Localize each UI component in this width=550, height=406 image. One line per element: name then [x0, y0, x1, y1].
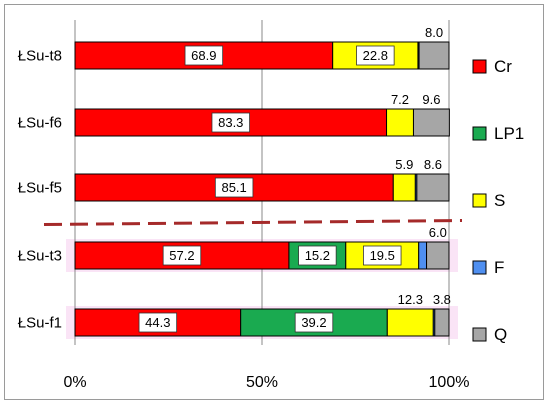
category-label-su-f1: ŁSu-f1: [18, 315, 62, 332]
data-label-su-f6-cr-box: [211, 112, 250, 133]
legend-swatch-s: [472, 193, 487, 208]
bar-su-f5-q: [416, 173, 450, 202]
legend-swatch-f: [472, 260, 487, 275]
category-label-su-f5: ŁSu-f5: [18, 180, 62, 197]
data-label-su-f5-q: 8.6: [424, 157, 442, 172]
data-label-su-f5-s: 5.9: [395, 157, 413, 172]
group-separator-line: [43, 219, 463, 226]
bar-su-f1-s: [386, 308, 434, 337]
category-label-su-t8: ŁSu-t8: [18, 48, 62, 65]
data-label-su-f5-cr-box: [214, 177, 254, 198]
data-label-su-t3-lp1-box: [298, 245, 337, 266]
legend-swatch-cr: [472, 59, 487, 74]
category-label-su-t3: ŁSu-t3: [18, 248, 62, 265]
bar-su-t3-q: [426, 241, 450, 270]
data-labels: 68.9 22.8 8.0 83.3 7.2 9.6 85.1 5.9 8.6 57.2 15.2 1…: [138, 25, 451, 333]
bar-su-t8-q: [418, 41, 450, 70]
x-tick-label-100: 100%: [429, 374, 470, 391]
bar-su-t3-f: [418, 241, 428, 270]
data-label-su-t8-q: 8.0: [425, 25, 443, 40]
data-label-su-t8-cr-box: [184, 45, 224, 66]
data-label-su-f1-lp1-box: [294, 312, 334, 333]
legend-label-q: Q: [494, 325, 507, 344]
data-label-su-f1-lp1: 39.2: [301, 315, 326, 330]
data-label-su-t8-s-box: [356, 45, 395, 66]
data-label-su-t8-cr: 68.9: [191, 48, 216, 63]
data-label-su-t3-cr: 57.2: [169, 248, 194, 263]
data-label-su-f6-q: 9.6: [422, 92, 440, 107]
data-label-su-t3-s: 19.5: [370, 248, 395, 263]
bar-su-f6-q: [412, 108, 450, 137]
data-label-su-t3-cr-box: [162, 245, 202, 266]
data-label-su-t3-lp1: 15.2: [305, 248, 330, 263]
category-label-su-f6: ŁSu-f6: [18, 115, 62, 132]
legend-swatch-lp1: [472, 126, 487, 141]
data-label-su-f1-q: 3.8: [433, 292, 451, 307]
legend: Cr LP1 S F Q: [472, 57, 524, 344]
legend-label-cr: Cr: [494, 57, 512, 76]
data-label-su-f1-cr: 44.3: [145, 315, 170, 330]
x-tick-labels: 0% 50% 100%: [63, 374, 469, 391]
bar-su-f6-s: [386, 108, 414, 137]
separator: [43, 219, 463, 226]
legend-label-s: S: [494, 191, 505, 210]
data-label-su-f5-cr: 85.1: [221, 180, 246, 195]
x-tick-label-50: 50%: [246, 374, 278, 391]
legend-label-f: F: [494, 258, 504, 277]
data-label-su-t8-s: 22.8: [363, 48, 388, 63]
data-label-su-f6-cr: 83.3: [218, 115, 243, 130]
data-label-su-t3-s-box: [363, 245, 402, 266]
data-label-su-t3-q: 6.0: [429, 225, 447, 240]
category-labels: ŁSu-t8 ŁSu-f6 ŁSu-f5 ŁSu-t3 ŁSu-f1: [18, 48, 62, 332]
bar-su-f5-s: [392, 173, 416, 202]
x-tick-label-0: 0%: [63, 374, 86, 391]
data-label-su-f6-s: 7.2: [391, 92, 409, 107]
bar-su-f1-q: [434, 308, 450, 337]
data-label-su-f1-s: 12.3: [398, 292, 423, 307]
legend-swatch-q: [472, 327, 487, 342]
legend-label-lp1: LP1: [494, 124, 524, 143]
data-label-su-f1-cr-box: [138, 312, 178, 333]
